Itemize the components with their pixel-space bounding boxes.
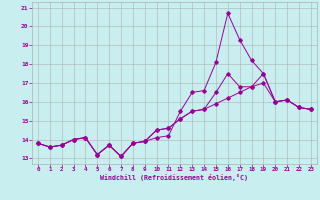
X-axis label: Windchill (Refroidissement éolien,°C): Windchill (Refroidissement éolien,°C): [100, 174, 248, 181]
